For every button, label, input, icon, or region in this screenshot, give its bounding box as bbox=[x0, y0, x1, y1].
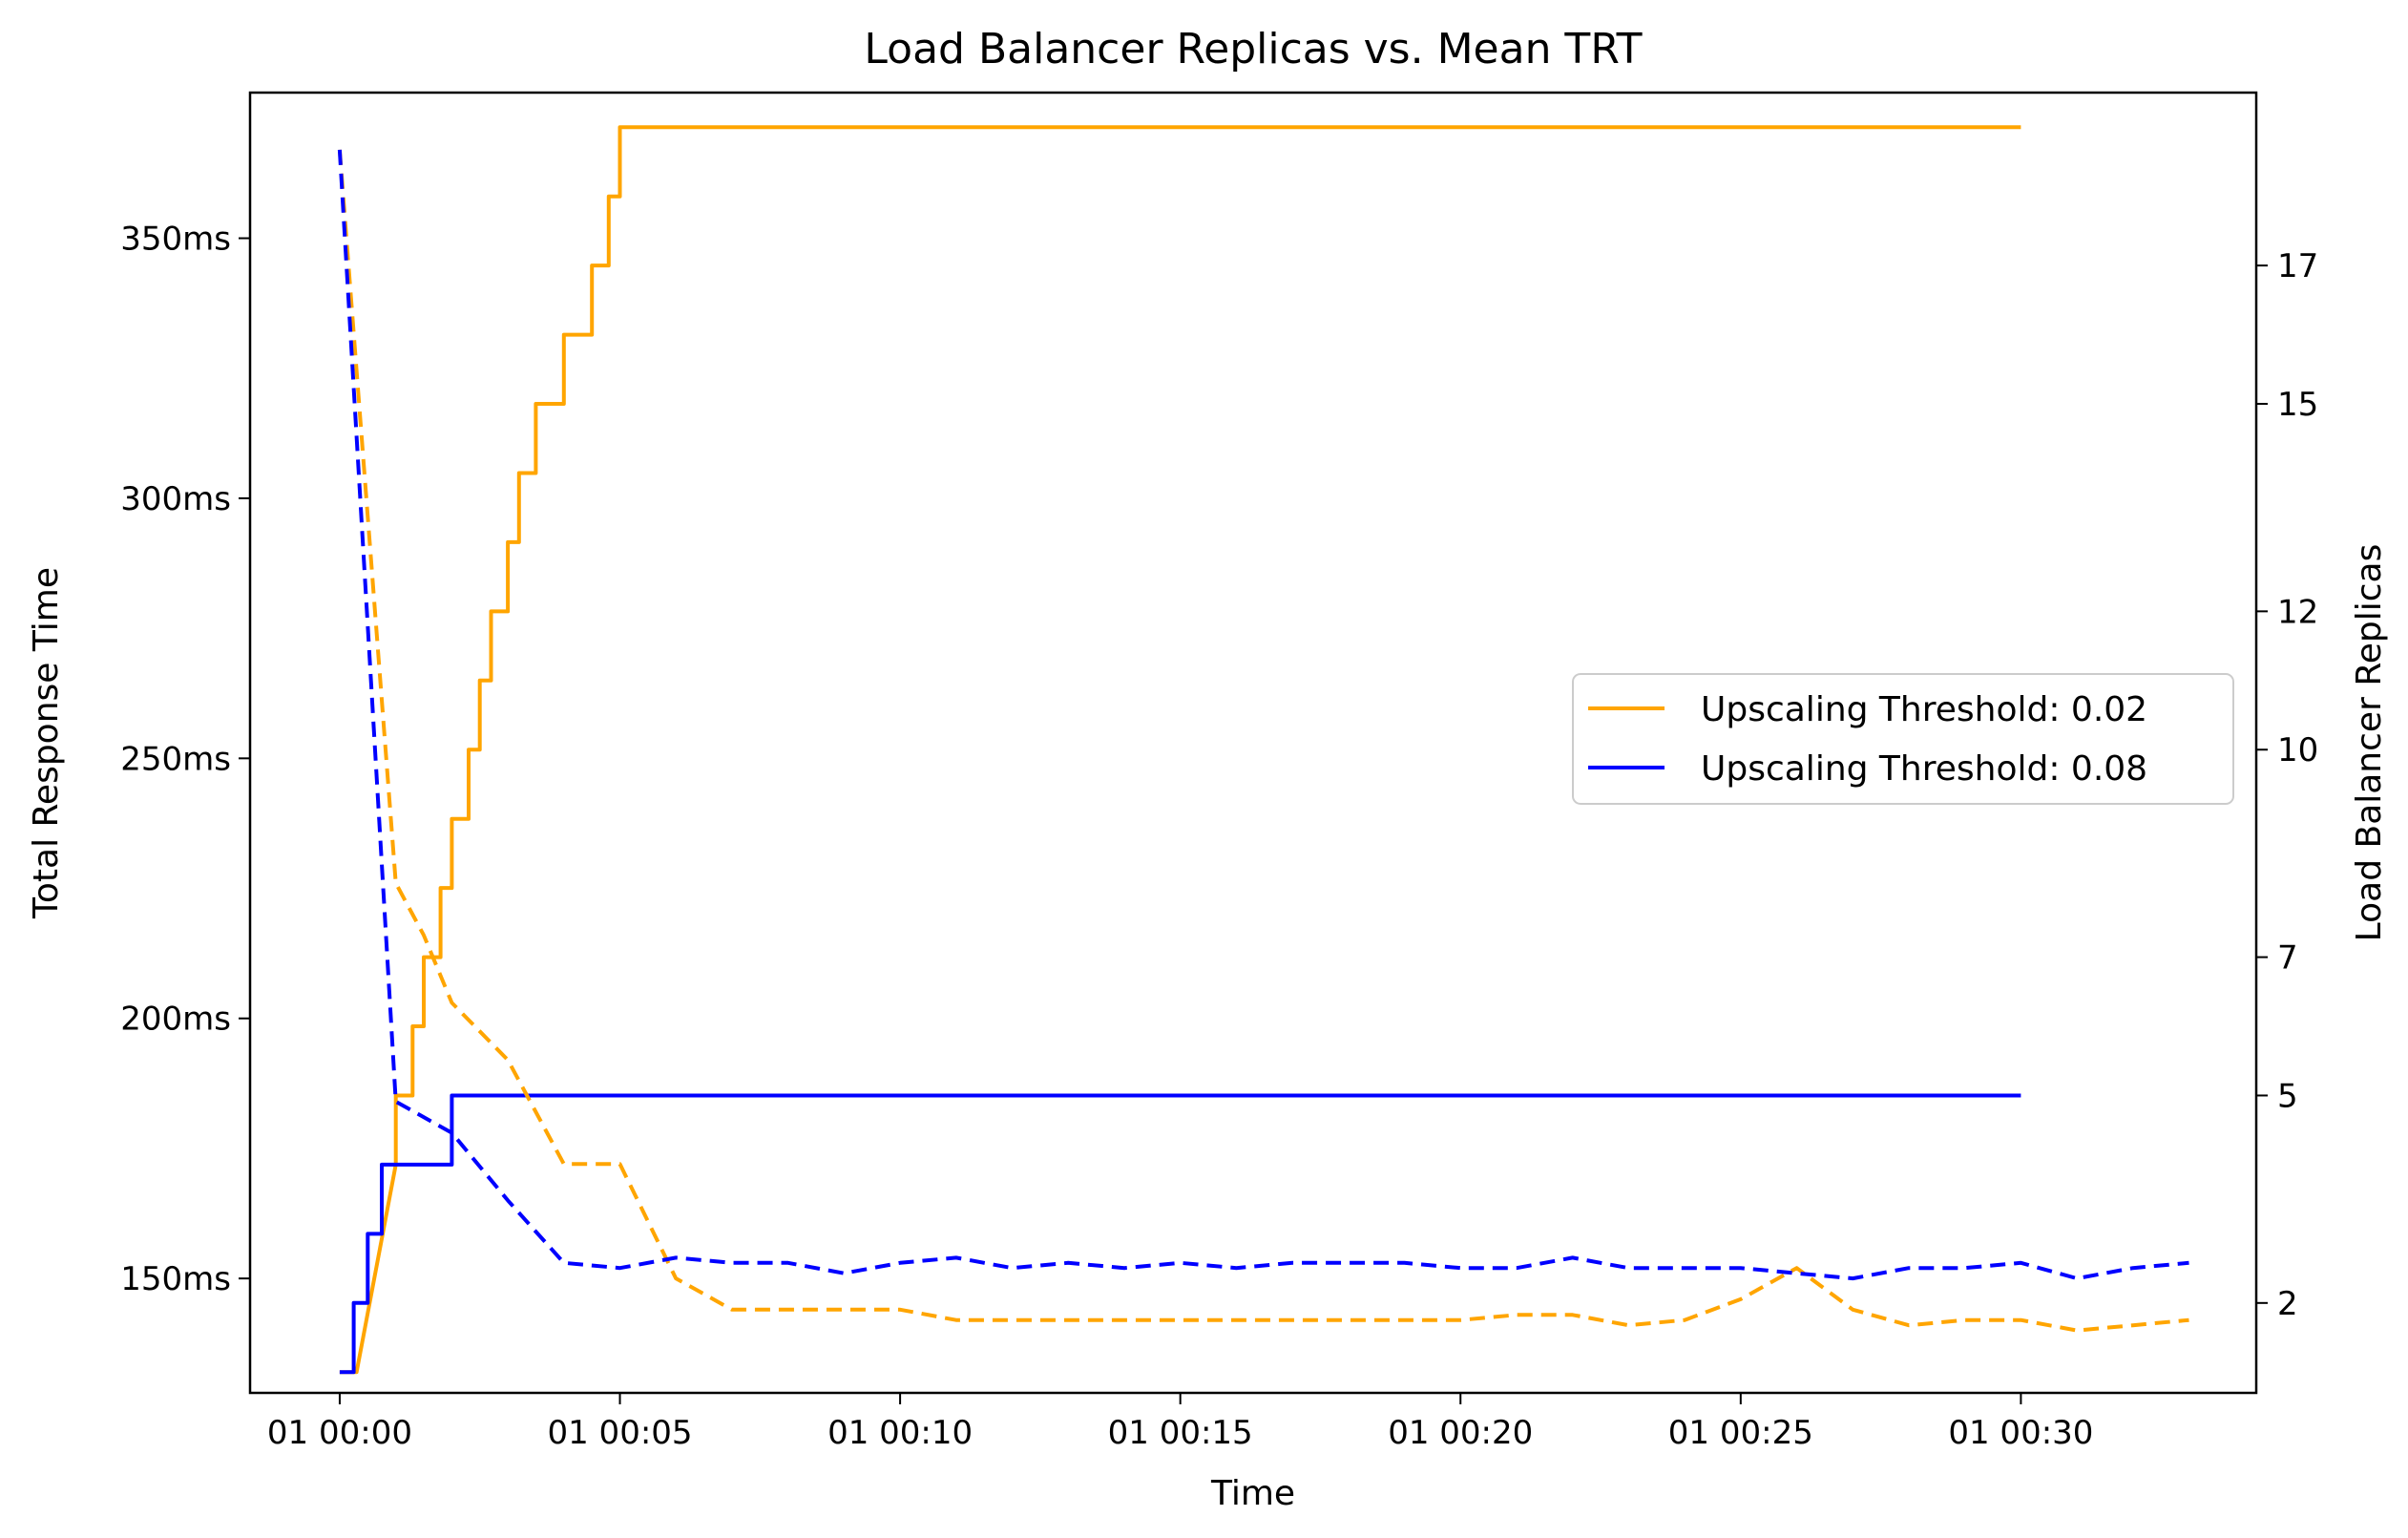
plot-frame bbox=[248, 91, 2258, 1395]
y-right-tick-label: 2 bbox=[2277, 1285, 2298, 1323]
x-tick-label: 01 00:10 bbox=[827, 1414, 973, 1452]
y-left-tick-label: 250ms bbox=[120, 740, 231, 778]
y-right-tick-label: 5 bbox=[2277, 1077, 2298, 1115]
y-axis-left: 150ms 200ms 250ms 300ms 350ms bbox=[120, 221, 250, 1298]
x-tick-label: 01 00:05 bbox=[547, 1414, 692, 1452]
series-line-2-dashed bbox=[337, 149, 2189, 1333]
x-tick-label: 01 00:15 bbox=[1108, 1414, 1253, 1452]
series-line-0-solid bbox=[339, 125, 2021, 1375]
legend-label-0: Upscaling Threshold: 0.02 bbox=[1701, 690, 2147, 729]
legend-box bbox=[1572, 673, 2234, 805]
y-axis-right: 2 5 7 10 12 15 17 bbox=[2256, 247, 2318, 1323]
series-layer bbox=[337, 125, 2189, 1375]
y-right-tick-label: 15 bbox=[2277, 386, 2318, 424]
x-axis: 01 00:00 01 00:05 01 00:10 01 00:15 01 00:20… bbox=[267, 1393, 2093, 1452]
legend-label-1: Upscaling Threshold: 0.08 bbox=[1701, 749, 2147, 789]
x-tick-label: 01 00:30 bbox=[1948, 1414, 2093, 1452]
y-right-tick-label: 7 bbox=[2277, 939, 2298, 978]
legend: Upscaling Threshold: 0.02 Upscaling Thre… bbox=[1572, 673, 2234, 805]
chart-title: Load Balancer Replicas vs. Mean TRT bbox=[864, 25, 1642, 74]
y-right-tick-label: 10 bbox=[2277, 731, 2318, 769]
y-left-tick-label: 150ms bbox=[120, 1260, 231, 1298]
x-tick-label: 01 00:00 bbox=[267, 1414, 412, 1452]
series-line-3-dashed bbox=[337, 149, 2189, 1281]
x-axis-title: Time bbox=[1210, 1474, 1295, 1513]
y-right-tick-label: 12 bbox=[2277, 593, 2318, 631]
y-left-tick-label: 200ms bbox=[120, 1001, 231, 1039]
plot-area bbox=[248, 91, 2258, 1395]
y-axis-right-title: Load Balancer Replicas bbox=[2350, 544, 2389, 942]
series-line-1-solid bbox=[339, 1093, 2021, 1375]
y-left-tick-label: 350ms bbox=[120, 221, 231, 259]
x-tick-label: 01 00:20 bbox=[1388, 1414, 1533, 1452]
y-right-tick-label: 17 bbox=[2277, 247, 2318, 285]
y-left-tick-label: 300ms bbox=[120, 480, 231, 518]
x-tick-label: 01 00:25 bbox=[1668, 1414, 1813, 1452]
y-axis-left-title: Total Response Time bbox=[27, 567, 66, 919]
